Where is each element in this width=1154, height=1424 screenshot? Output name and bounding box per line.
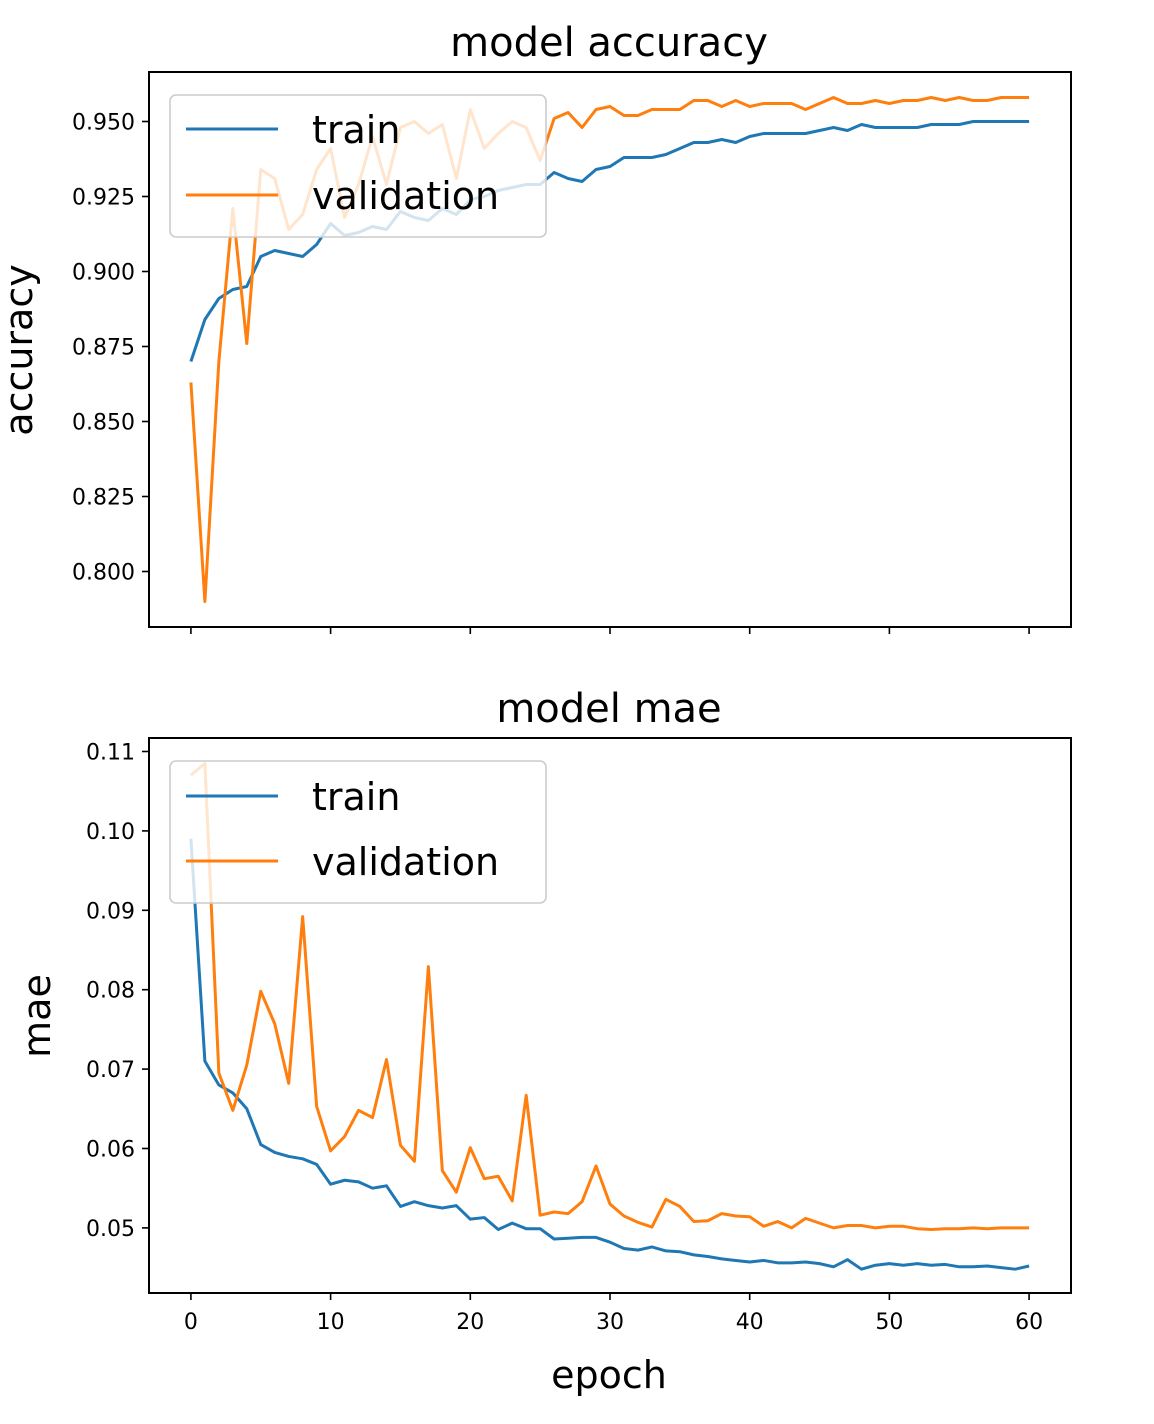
mae-y-tick-label: 0.10 — [86, 820, 135, 845]
mae-plot-area — [189, 761, 1030, 1271]
accuracy-y-tick-label: 0.900 — [72, 261, 135, 286]
mae-x-tick-label: 20 — [456, 1310, 484, 1335]
mae-x-tick-label: 60 — [1015, 1310, 1043, 1335]
mae-x-tick-label: 30 — [596, 1310, 624, 1335]
mae-series-train-line — [189, 838, 1030, 1271]
accuracy-y-tick-label: 0.850 — [72, 411, 135, 436]
accuracy-y-tick-label: 0.825 — [72, 486, 135, 511]
accuracy-legend-validation-label: validation — [312, 174, 499, 218]
mae-x-tick-label: 0 — [184, 1310, 198, 1335]
mae-y-axis-label: mae — [15, 974, 59, 1058]
mae-legend-validation-label: validation — [312, 840, 499, 884]
mae-series-lines — [189, 761, 1030, 1271]
mae-y-tick-label: 0.09 — [86, 899, 135, 924]
accuracy-legend: train validation — [169, 94, 547, 238]
accuracy-axes: model accuracy accuracy 0.8000.8250.8500… — [0, 20, 1072, 634]
accuracy-y-tick-label: 0.925 — [72, 186, 135, 211]
accuracy-y-tick-label: 0.800 — [72, 561, 135, 586]
mae-frame — [148, 737, 1072, 1294]
mae-y-tick-label: 0.08 — [86, 979, 135, 1004]
accuracy-legend-train-label: train — [312, 108, 400, 152]
mae-x-tick-label: 10 — [317, 1310, 345, 1335]
mae-x-axis-label: epoch — [551, 1353, 667, 1397]
mae-y-tick-label: 0.07 — [86, 1058, 135, 1083]
accuracy-ticks: 0.800 0.825 0.850 0.875 0.900 0.925 0.950 — [72, 111, 1030, 634]
mae-y-tick-label: 0.11 — [86, 740, 135, 765]
mae-y-tick-label: 0.06 — [86, 1137, 135, 1162]
accuracy-y-tick-label: 0.875 — [72, 336, 135, 361]
mae-ticks: 0 10 20 30 40 50 60 0.05 0.06 0.07 0.08 0.09 0.10 0.1… — [86, 740, 1043, 1335]
accuracy-y-tick-label: 0.950 — [72, 111, 135, 136]
mae-x-tick-label: 50 — [875, 1310, 903, 1335]
accuracy-y-axis-label: accuracy — [0, 264, 41, 435]
mae-legend-train-label: train — [312, 775, 400, 819]
mae-chart-title: model mae — [496, 686, 721, 732]
accuracy-frame — [148, 71, 1072, 628]
mae-axes: model mae mae epoch 0 10 20 30 40 50 60 0.05 0.0… — [15, 686, 1072, 1397]
accuracy-chart-title: model accuracy — [450, 20, 768, 66]
mae-y-tick-label: 0.05 — [86, 1217, 135, 1242]
mae-series-validation-line — [189, 761, 1030, 1231]
mae-x-tick-label: 40 — [736, 1310, 764, 1335]
mae-legend: train validation — [169, 760, 547, 904]
